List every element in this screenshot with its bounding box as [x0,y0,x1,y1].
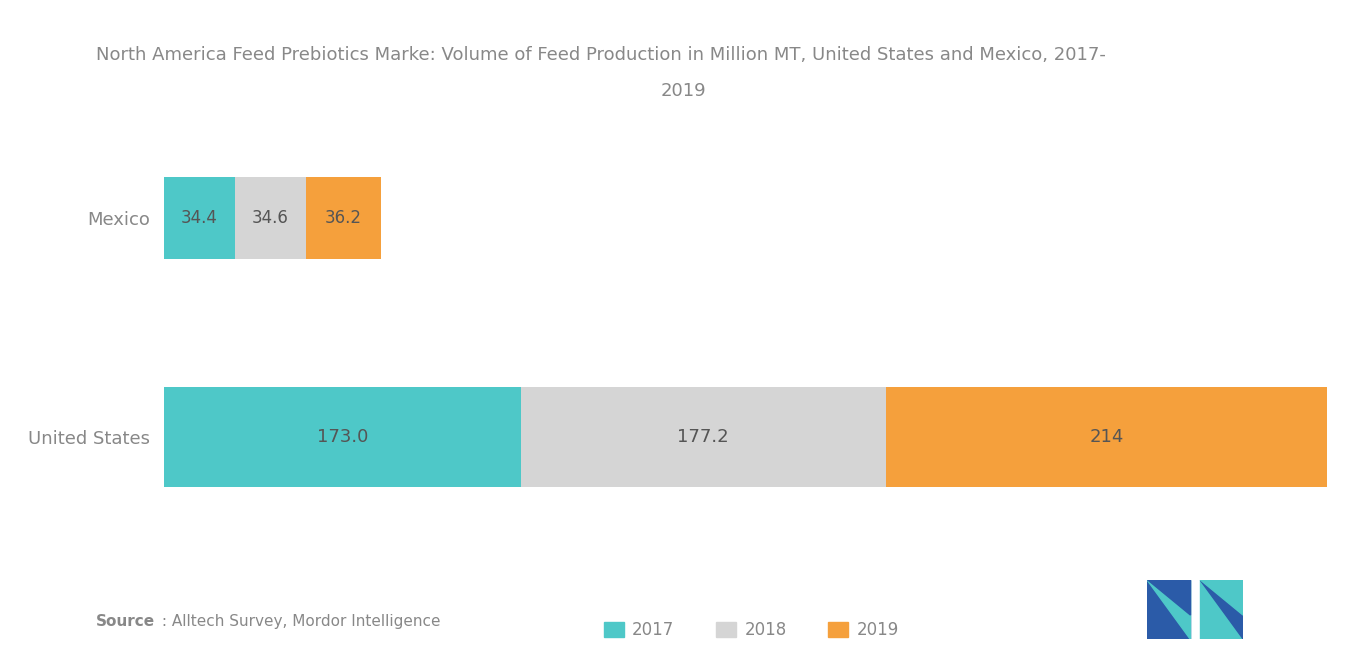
Bar [1199,580,1243,639]
Text: 36.2: 36.2 [325,209,362,227]
Text: 214: 214 [1089,428,1124,446]
Bar [520,386,887,487]
Bar [306,177,381,259]
Text: 177.2: 177.2 [678,428,729,446]
Text: 34.4: 34.4 [180,209,217,227]
Polygon shape [1199,580,1243,639]
Text: Source: Source [96,614,154,629]
Text: 173.0: 173.0 [317,428,367,446]
Bar [164,177,235,259]
Text: North America Feed Prebiotics Marke: Volume of Feed Production in Million MT, Un: North America Feed Prebiotics Marke: Vol… [96,46,1105,64]
Text: : Alltech Survey, Mordor Intelligence: : Alltech Survey, Mordor Intelligence [157,614,441,629]
Bar [1147,580,1191,639]
Polygon shape [1147,580,1191,615]
Bar [164,386,520,487]
Bar [235,177,306,259]
Polygon shape [1199,580,1243,615]
Text: 34.6: 34.6 [253,209,290,227]
Polygon shape [1147,580,1191,639]
Text: 2019: 2019 [660,82,706,100]
Legend: 2017, 2018, 2019: 2017, 2018, 2019 [597,615,906,646]
Bar [887,386,1326,487]
